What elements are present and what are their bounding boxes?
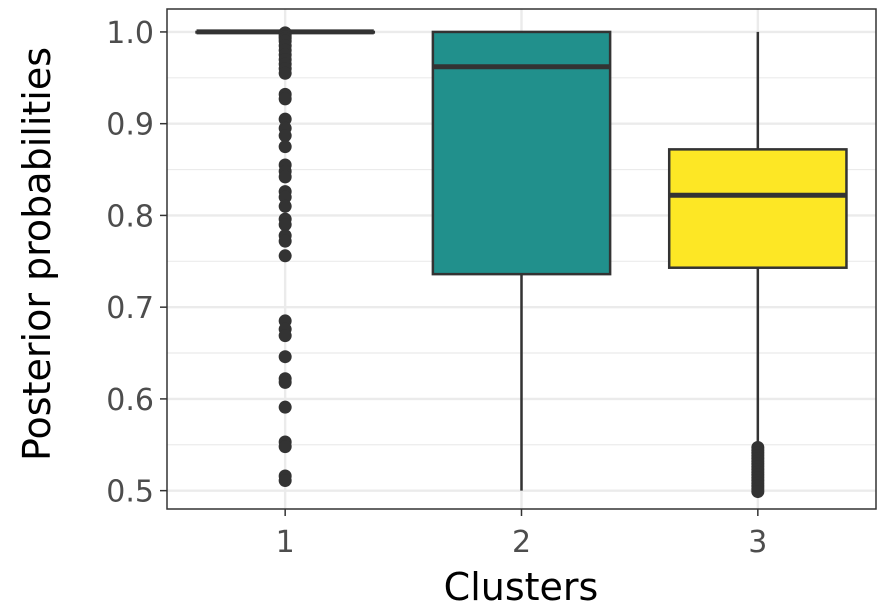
outlier-point — [278, 375, 292, 389]
x-axis-title: Clusters — [444, 565, 599, 608]
outlier-point — [278, 66, 292, 80]
y-tick-label: 0.7 — [106, 291, 154, 326]
outlier-point — [278, 190, 292, 204]
axis-layer: 0.5 0.6 0.7 0.8 0.9 1.0 1 2 3 — [106, 16, 767, 560]
outlier-point — [278, 218, 292, 232]
outlier-point — [278, 129, 292, 143]
x-tick-label: 3 — [748, 525, 767, 560]
outlier-point — [278, 140, 292, 154]
x-tick-label: 2 — [512, 525, 531, 560]
y-tick-label: 0.9 — [106, 108, 154, 143]
outlier-point — [278, 234, 292, 248]
y-tick-label: 0.6 — [106, 383, 154, 418]
x-tick-label: 1 — [276, 525, 295, 560]
outlier-point — [278, 170, 292, 184]
outlier-point — [751, 485, 765, 499]
box-cluster-2 — [431, 30, 612, 276]
box-cluster-3 — [667, 148, 848, 269]
y-axis-title: Posterior probabilities — [15, 47, 59, 461]
outlier-point — [278, 474, 292, 488]
outlier-point — [278, 350, 292, 364]
outlier-point — [278, 249, 292, 263]
box-layer — [195, 26, 848, 499]
outlier-point — [278, 92, 292, 106]
y-tick-label: 0.8 — [106, 199, 154, 234]
y-tick-label: 0.5 — [106, 475, 154, 510]
outlier-point — [278, 199, 292, 213]
y-tick-label: 1.0 — [106, 16, 154, 51]
outlier-point — [278, 440, 292, 454]
outlier-point — [278, 112, 292, 126]
outlier-point — [278, 329, 292, 343]
outlier-point — [278, 400, 292, 414]
